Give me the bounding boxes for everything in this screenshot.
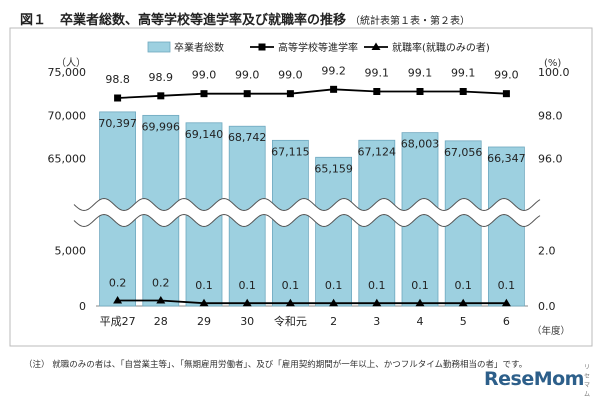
employment-rate-point xyxy=(113,295,123,304)
advancement-rate-label: 98.9 xyxy=(149,71,174,84)
employment-rate-label: 0.1 xyxy=(282,279,300,292)
bar-value-label: 68,742 xyxy=(228,131,267,144)
left-tick-label: 65,000 xyxy=(48,153,87,166)
advancement-rate-label: 99.0 xyxy=(192,69,217,82)
category-label: 28 xyxy=(154,315,168,328)
logo-kana: リセマム xyxy=(584,364,591,398)
category-label: 6 xyxy=(503,315,510,328)
bar-value-label: 67,056 xyxy=(444,146,483,159)
bar-value-label: 70,397 xyxy=(98,117,137,130)
figure-number: 図１ xyxy=(20,13,47,28)
advancement-rate-label: 99.1 xyxy=(451,67,476,80)
employment-rate-point xyxy=(242,298,252,307)
bar-value-label: 65,159 xyxy=(314,162,353,175)
figure-title-sub: （統計表第１表・第２表） xyxy=(350,16,471,27)
category-label: 30 xyxy=(240,315,254,328)
legend-label-employment: 就職率(就職のみの者) xyxy=(392,41,490,54)
left-tick-label: 70,000 xyxy=(48,109,87,122)
advancement-rate-point xyxy=(200,90,208,98)
advancement-rate-point xyxy=(416,88,424,95)
advancement-rate-label: 99.2 xyxy=(321,64,346,77)
right-tick-label: 96.0 xyxy=(538,153,563,166)
bar-value-label: 69,140 xyxy=(185,128,224,141)
right-tick-label: 2.0 xyxy=(538,245,556,258)
legend-swatch-employment-marker xyxy=(371,42,381,50)
category-label: 令和元 xyxy=(274,314,307,328)
right-tick-label: 0.0 xyxy=(538,300,556,313)
employment-rate-point xyxy=(285,298,295,307)
advancement-rate-point xyxy=(286,90,294,98)
employment-rate-label: 0.1 xyxy=(498,279,516,292)
employment-rate-label: 0.1 xyxy=(411,279,429,292)
bar-value-label: 68,003 xyxy=(401,138,440,151)
left-tick-label: 5,000 xyxy=(55,245,87,258)
axis-break-line-bottom xyxy=(73,213,541,228)
legend-swatch-advancement-marker xyxy=(258,43,266,51)
category-label: 3 xyxy=(373,315,380,328)
x-axis-unit: （年度） xyxy=(532,325,570,337)
advancement-rate-point xyxy=(157,92,165,100)
employment-rate-label: 0.1 xyxy=(238,279,256,292)
advancement-rate-point xyxy=(373,88,381,95)
left-tick-label: 75,000 xyxy=(48,66,87,79)
bar-value-label: 69,996 xyxy=(142,120,181,133)
axis-break-band xyxy=(74,198,540,227)
figure-title-main: 卒業者総数、高等学校等進学率及び就職率の推移 xyxy=(60,13,347,28)
category-label: 4 xyxy=(417,315,424,328)
category-label: 平成27 xyxy=(100,315,136,328)
employment-rate-point xyxy=(329,298,339,307)
advancement-rate-label: 99.1 xyxy=(365,67,390,80)
employment-rate-label: 0.1 xyxy=(454,279,472,292)
employment-rate-label: 0.2 xyxy=(152,276,170,289)
employment-rate-point xyxy=(156,295,166,304)
advancement-rate-label: 99.0 xyxy=(235,69,260,82)
right-tick-label: 98.0 xyxy=(538,109,563,122)
advancement-rate-label: 99.1 xyxy=(408,67,433,80)
left-axis-unit: （人） xyxy=(56,57,86,69)
legend-label-bar: 卒業者総数 xyxy=(174,41,224,54)
advancement-rate-point xyxy=(502,90,510,98)
employment-rate-label: 0.1 xyxy=(195,279,213,292)
employment-rate-point xyxy=(501,298,511,307)
employment-rate-point xyxy=(458,298,468,307)
employment-rate-label: 0.1 xyxy=(368,279,386,292)
employment-rate-label: 0.1 xyxy=(325,279,343,292)
advancement-rate-point xyxy=(459,88,467,95)
advancement-rate-line xyxy=(117,88,507,99)
advancement-rate-point xyxy=(330,85,338,93)
figure-title: 図１ 卒業者総数、高等学校等進学率及び就職率の推移 （統計表第１表・第２表） xyxy=(20,9,470,28)
employment-rate-point xyxy=(372,298,382,307)
axis-break-line-top xyxy=(73,197,541,212)
bar-value-label: 66,347 xyxy=(487,152,526,165)
footnote: （注） 就職のみの者は、「自営業主等」、「無期雇用労働者」、及び「雇用契約期間が… xyxy=(24,360,528,370)
employment-rate-point xyxy=(199,298,209,307)
advancement-rate-label: 99.0 xyxy=(278,69,303,82)
advancement-rate-label: 99.0 xyxy=(494,69,519,82)
left-tick-label: 0 xyxy=(79,300,86,313)
resemom-logo: ReseMom リセマム xyxy=(484,364,590,398)
right-tick-label: 100.0 xyxy=(538,66,570,79)
combo-chart: （人） (%) 75,000 70,000 65,000 5,000 0 100.0 98.0 9… xyxy=(9,27,593,347)
employment-rate-line xyxy=(117,299,507,305)
bar xyxy=(315,156,353,307)
advancement-rate-point xyxy=(114,94,122,102)
advancement-rate-label: 98.8 xyxy=(105,73,130,86)
advancement-rate-point xyxy=(243,90,251,98)
category-label: 2 xyxy=(330,315,337,328)
employment-rate-label: 0.2 xyxy=(109,276,127,289)
bar-value-label: 67,124 xyxy=(358,145,397,158)
legend-label-advancement: 高等学校等進学率 xyxy=(278,41,358,54)
plot-frame xyxy=(9,27,593,347)
logo-text: ReseMom xyxy=(484,368,584,390)
legend-swatch-bar xyxy=(147,41,171,53)
category-label: 5 xyxy=(460,315,467,328)
right-axis-unit: (%) xyxy=(544,58,561,69)
employment-rate-point xyxy=(415,298,425,307)
category-label: 29 xyxy=(197,315,211,328)
bar-value-label: 67,115 xyxy=(271,145,310,158)
